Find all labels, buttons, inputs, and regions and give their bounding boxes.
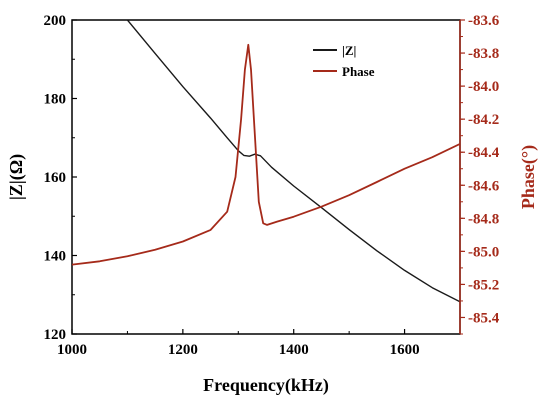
- y-axis-title-right: Phase(°): [518, 145, 539, 209]
- y-tick-label-right: -83.6: [468, 13, 500, 29]
- x-tick-label: 1600: [390, 342, 420, 358]
- y-tick-label-right: -83.8: [468, 46, 499, 62]
- x-tick-label: 1000: [57, 342, 87, 358]
- series-line-impedance: [126, 20, 460, 303]
- x-axis-title: Frequency(kHz): [203, 375, 329, 396]
- y-tick-label-right: -84.2: [468, 112, 499, 128]
- y-tick-label-right: -85.0: [468, 244, 499, 260]
- x-tick-label: 1400: [279, 342, 309, 358]
- x-tick-label: 1200: [168, 342, 198, 358]
- plot-frame: [71, 19, 461, 335]
- series-line-phase: [72, 43, 460, 266]
- legend-label: |Z|: [342, 43, 356, 58]
- y-axis-title-left: |Z|(Ω): [6, 154, 27, 200]
- y-tick-label-right: -85.4: [468, 310, 500, 326]
- y-tick-label-left: 200: [44, 13, 67, 29]
- y-tick-label-left: 120: [44, 327, 67, 343]
- y-tick-label-left: 180: [44, 92, 67, 108]
- y-tick-label-right: -84.6: [468, 178, 500, 194]
- y-tick-label-right: -85.2: [468, 277, 499, 293]
- y-tick-label-right: -84.8: [468, 211, 499, 227]
- y-tick-label-right: -84.0: [468, 79, 499, 95]
- y-tick-label-right: -84.4: [468, 145, 500, 161]
- legend-label: Phase: [342, 64, 375, 79]
- y-tick-label-left: 140: [44, 249, 67, 265]
- y-tick-label-left: 160: [44, 170, 67, 186]
